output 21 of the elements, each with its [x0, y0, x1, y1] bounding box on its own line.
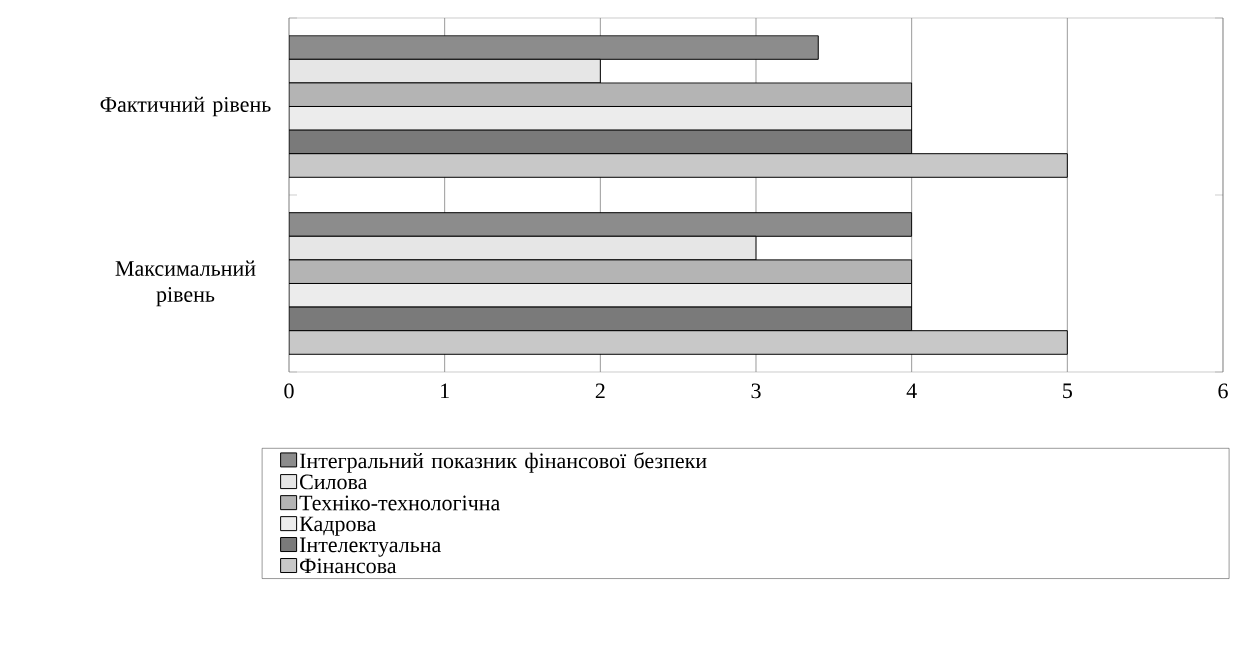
legend-label: Техніко-технологічна: [299, 495, 500, 511]
bar: [289, 153, 1068, 178]
x-tick-label: 0: [284, 383, 294, 399]
bar: [289, 58, 601, 84]
bar: [289, 330, 1068, 355]
y-tick-label: Максимальний рівень: [115, 260, 256, 307]
bar: [289, 282, 913, 308]
x-tick-label: 4: [906, 383, 917, 398]
legend-label: Інтегральний показник фінансової безпеки: [299, 452, 707, 473]
y-tick-label: Фактичний рівень: [100, 96, 271, 117]
legend-label: Кадрова: [299, 516, 377, 536]
x-tick-label: 6: [1218, 383, 1228, 399]
legend-label: Фінансова: [300, 558, 397, 574]
x-tick-label: 3: [751, 383, 761, 399]
bar: [289, 105, 913, 131]
legend-label: Силова: [300, 474, 368, 490]
legend-label: Інтелектуальна: [299, 537, 441, 557]
x-tick-label: 5: [1063, 383, 1072, 399]
bar: [289, 235, 757, 261]
x-tick-label: 2: [595, 383, 605, 399]
x-tick-label: 1: [441, 383, 449, 399]
